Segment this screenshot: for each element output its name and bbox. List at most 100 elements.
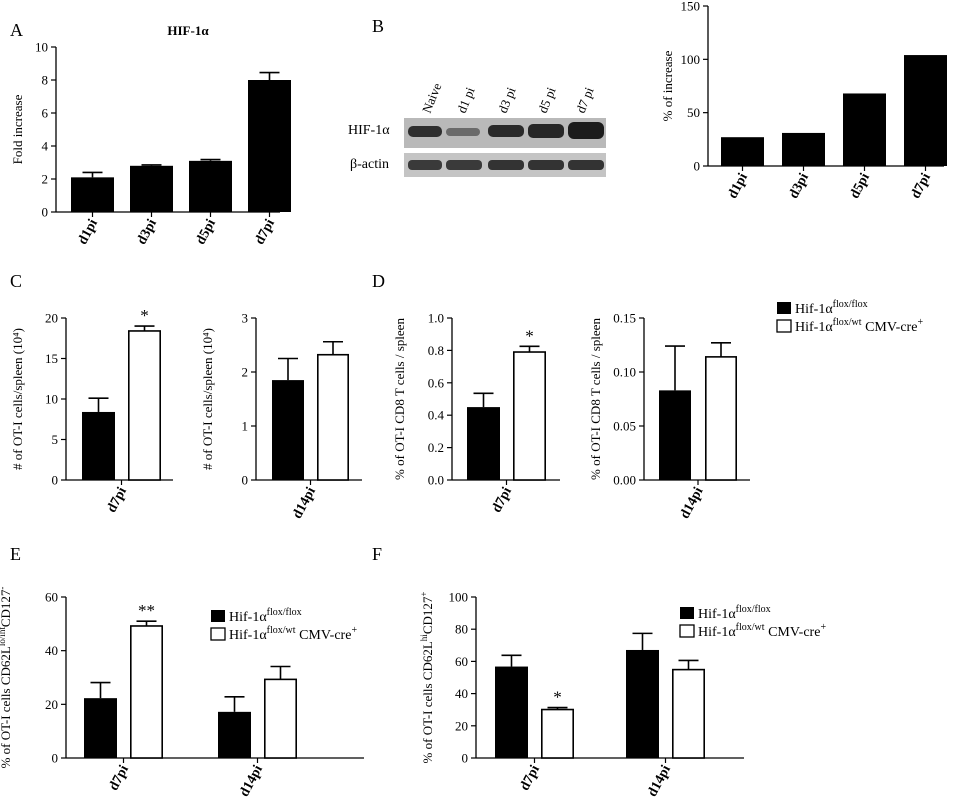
blot-lane-label: Naive	[419, 81, 445, 116]
bar-flox-wt-cre	[316, 353, 349, 481]
x-tick-label: d5pi	[193, 217, 219, 248]
blot-lane-label: d5 pi	[535, 85, 559, 115]
bar-flox-wt-cre	[540, 708, 574, 759]
y-axis-label: % of OT-I cells CD62LhiCD127+	[419, 592, 435, 764]
legend-swatch-cre	[776, 319, 792, 333]
chart-e-cd62l-lo-cd127-neg: 0 20 40 60 % of OT-I cells CD62Llo/intCD127-…	[0, 587, 364, 800]
x-tick-label: d7pi	[908, 171, 934, 202]
y-tick-label: 40	[45, 643, 58, 658]
y-tick-label: 0	[242, 473, 249, 488]
legend-label-cre: Hif-1αflox/wt CMV-cre+	[698, 622, 826, 640]
y-tick-label: 20	[455, 718, 468, 733]
legend-d: Hif-1αflox/flox Hif-1αflox/wt CMV-cre+	[776, 299, 923, 335]
y-tick-label: 0.00	[613, 473, 636, 488]
y-tick-label: 0	[52, 473, 59, 488]
blot-lane-label: d3 pi	[495, 85, 519, 115]
x-tick-label: d14pi	[645, 763, 674, 800]
y-tick-label: 0	[694, 159, 701, 174]
y-tick-label: 6	[42, 106, 49, 121]
y-axis-label: # of OT-I cells/spleen (10⁴)	[200, 328, 215, 470]
bar-flox-flox	[272, 380, 304, 480]
x-tick-label: d14pi	[678, 485, 707, 522]
x-tick-label: d7pi	[252, 217, 278, 248]
chart-title: HIF-1α	[167, 23, 209, 38]
y-tick-label: 60	[455, 654, 468, 669]
x-tick-label: d3pi	[786, 171, 812, 202]
legend-swatch-flox	[211, 610, 225, 622]
chart-b-percent-increase: 0 50 100 150 % of increase d1pi d3pi d5pi d7pi	[660, 0, 947, 201]
y-tick-label: 0	[52, 751, 59, 766]
y-tick-label: 2	[242, 365, 249, 380]
y-tick-label: 3	[242, 311, 249, 326]
bar	[721, 137, 764, 166]
bar-flox-flox	[659, 390, 691, 480]
legend-label-flox: Hif-1αflox/flox	[229, 607, 302, 625]
significance-marker: *	[553, 688, 562, 707]
bar	[189, 160, 232, 212]
bar-flox-wt-cre	[130, 625, 164, 759]
legend-swatch-cre	[679, 624, 695, 638]
bar	[71, 177, 114, 212]
y-tick-label: 8	[42, 73, 49, 88]
chart-c-ot1-cells-d14: 0 1 2 3 # of OT-I cells/spleen (10⁴) d14pi	[200, 311, 362, 522]
y-axis-label: # of OT-I cells/spleen (10⁴)	[10, 328, 25, 470]
bar	[130, 165, 173, 212]
panel-letter-a: A	[10, 20, 23, 40]
y-tick-label: 4	[42, 139, 49, 154]
blot-band	[528, 160, 564, 170]
y-tick-label: 100	[449, 590, 469, 605]
bar	[843, 93, 886, 166]
bar-flox-flox	[218, 711, 251, 758]
blot-band	[408, 126, 442, 137]
y-tick-label: 0	[462, 751, 469, 766]
x-tick-label: d7pi	[104, 485, 130, 516]
panel-letter-b: B	[372, 16, 384, 36]
x-tick-label: d1pi	[725, 171, 751, 202]
legend-e: Hif-1αflox/flox Hif-1αflox/wt CMV-cre+	[210, 607, 357, 643]
blot-row-label: HIF-1α	[348, 123, 390, 138]
y-tick-label: 0.10	[613, 365, 636, 380]
bar-flox-wt-cre	[263, 678, 297, 759]
legend-label-cre: Hif-1αflox/wt CMV-cre+	[795, 317, 923, 335]
x-tick-label: d5pi	[847, 171, 873, 202]
bar-flox-flox	[626, 649, 659, 758]
y-tick-label: 1.0	[428, 311, 444, 326]
chart-d-cd8-percent-d14: 0.00 0.05 0.10 0.15 % of OT-I CD8 T cells / …	[588, 311, 750, 522]
bar-flox-flox	[84, 698, 117, 758]
x-tick-label: d14pi	[290, 485, 319, 522]
y-tick-label: 2	[42, 172, 49, 187]
blot-row-label: β-actin	[350, 157, 389, 172]
blot-band	[408, 160, 442, 170]
legend-f: Hif-1αflox/flox Hif-1αflox/wt CMV-cre+	[679, 604, 826, 640]
chart-f-cd62l-hi-cd127-pos: 0 20 40 60 80 100 % of OT-I cells CD62LhiCD127…	[419, 590, 744, 800]
y-tick-label: 150	[681, 0, 701, 14]
blot-band	[446, 128, 480, 136]
legend-swatch-flox	[680, 607, 694, 619]
y-tick-label: 0.15	[613, 311, 636, 326]
blot-lane-label: d1 pi	[454, 85, 478, 115]
y-tick-label: 0.6	[428, 375, 445, 390]
panel-letter-f: F	[372, 544, 382, 564]
bar	[904, 55, 947, 166]
y-tick-label: 0.0	[428, 473, 444, 488]
y-tick-label: 1	[242, 419, 249, 434]
y-tick-label: 20	[45, 311, 58, 326]
bar-flox-wt-cre	[671, 668, 705, 759]
significance-marker: *	[140, 306, 149, 325]
y-tick-label: 10	[45, 392, 58, 407]
x-tick-label: d7pi	[517, 763, 543, 794]
y-tick-label: 15	[45, 351, 58, 366]
y-tick-label: 80	[455, 622, 468, 637]
bar-flox-flox	[82, 411, 115, 480]
y-tick-label: 0.2	[428, 440, 444, 455]
y-axis-label: % of increase	[660, 50, 675, 121]
x-tick-label: d1pi	[75, 217, 101, 248]
panel-letter-d: D	[372, 271, 385, 291]
chart-c-ot1-cells-d7: 0 5 10 15 20 # of OT-I cells/spleen (10⁴) * d7p…	[10, 306, 173, 515]
legend-swatch-cre	[210, 627, 226, 641]
chart-d-cd8-percent-d7: 0.0 0.2 0.4 0.6 0.8 1.0 % of OT-I CD8 T cells …	[392, 311, 560, 515]
significance-marker: **	[138, 601, 155, 620]
y-axis-label: % of OT-I CD8 T cells / spleen	[588, 318, 603, 480]
x-tick-label: d14pi	[237, 763, 266, 800]
x-tick-label: d7pi	[106, 763, 132, 794]
